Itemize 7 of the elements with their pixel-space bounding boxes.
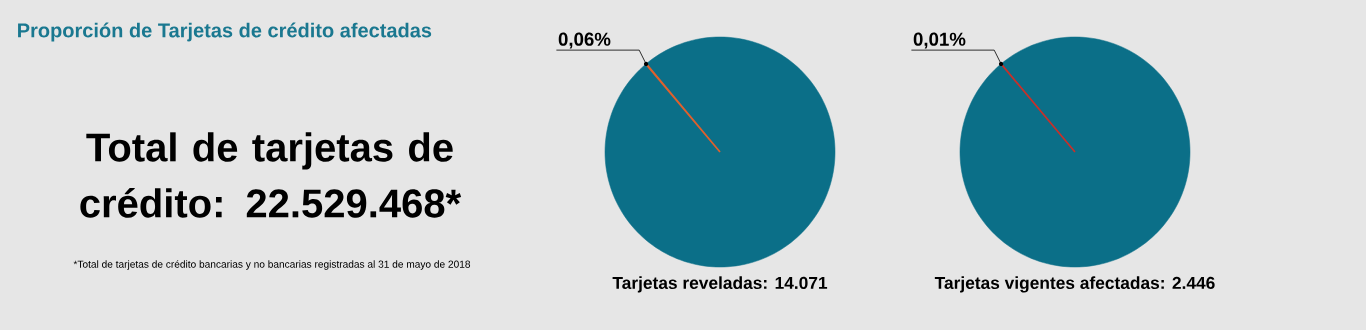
- text: Total de tarjetas de crédito: 22.529.468*: [80, 132, 462, 218]
- text: Tarjetas reveladas: 14.071: [612, 276, 828, 293]
- text: *Total de tarjetas de crédito bancarias y no bancarias registradas al 31 de mayo de 2018: [73, 260, 471, 270]
- text: Tarjetas vigentes afectadas: 2.446: [934, 276, 1215, 293]
- data-label: 0,01%: [913, 32, 966, 49]
- data-label: 0,06%: [558, 32, 611, 49]
- text: Proporción de Tarjetas de crédito afectadas: [18, 22, 432, 42]
